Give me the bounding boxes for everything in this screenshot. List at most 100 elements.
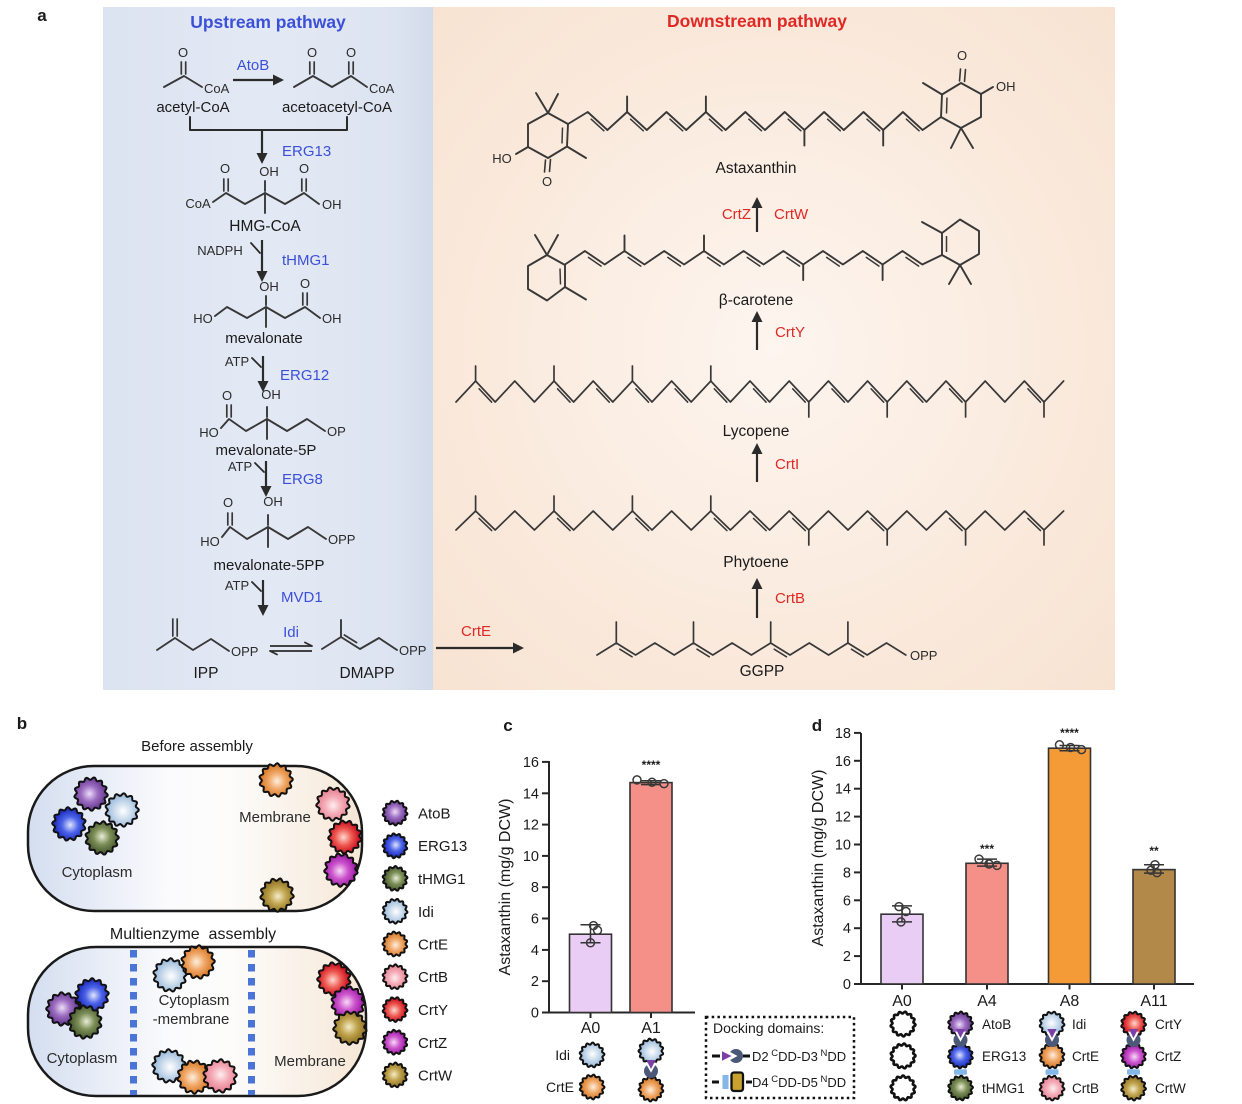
- svg-text:MVD1: MVD1: [281, 589, 323, 606]
- svg-text:CrtZ: CrtZ: [722, 206, 751, 223]
- svg-text:CrtE: CrtE: [546, 1079, 574, 1095]
- svg-text:Cytoplasm: Cytoplasm: [62, 864, 133, 881]
- svg-text:2: 2: [843, 949, 851, 965]
- svg-text:Downstream pathway: Downstream pathway: [667, 11, 847, 31]
- svg-text:O: O: [957, 48, 967, 63]
- svg-text:A4: A4: [977, 993, 997, 1010]
- svg-text:GGPP: GGPP: [740, 663, 785, 680]
- svg-text:CrtW: CrtW: [1155, 1081, 1186, 1096]
- svg-text:CrtZ: CrtZ: [1155, 1049, 1181, 1064]
- svg-text:ERG8: ERG8: [282, 471, 323, 488]
- svg-text:OH: OH: [259, 279, 279, 294]
- svg-text:8: 8: [531, 880, 539, 896]
- svg-text:CrtW: CrtW: [774, 206, 809, 223]
- svg-text:12: 12: [835, 810, 851, 826]
- svg-text:O: O: [299, 161, 309, 176]
- svg-text:AtoB: AtoB: [237, 57, 270, 74]
- svg-text:mevalonate: mevalonate: [225, 330, 303, 347]
- svg-text:OPP: OPP: [231, 644, 258, 659]
- svg-text:A0: A0: [892, 993, 912, 1010]
- svg-text:Multienzyme assembly: Multienzyme assembly: [110, 926, 276, 943]
- svg-text:IPP: IPP: [194, 665, 219, 682]
- svg-text:A0: A0: [581, 1020, 601, 1037]
- svg-text:tHMG1: tHMG1: [982, 1081, 1025, 1096]
- svg-text:Astaxanthin: Astaxanthin: [716, 160, 797, 177]
- svg-text:ATP: ATP: [225, 578, 249, 593]
- svg-text:OH: OH: [263, 494, 283, 509]
- svg-text:OPP: OPP: [399, 643, 426, 658]
- svg-text:Cytoplasm: Cytoplasm: [159, 992, 230, 1009]
- svg-text:ATP: ATP: [228, 459, 252, 474]
- svg-text:acetoacetyl-CoA: acetoacetyl-CoA: [282, 99, 392, 116]
- svg-text:ERG13: ERG13: [282, 143, 331, 160]
- svg-text:Before assembly: Before assembly: [141, 738, 253, 755]
- svg-text:CrtW: CrtW: [418, 1068, 453, 1085]
- svg-text:CoA: CoA: [369, 81, 395, 96]
- svg-text:acetyl-CoA: acetyl-CoA: [156, 99, 229, 116]
- svg-text:A11: A11: [1140, 993, 1167, 1010]
- svg-text:CrtB: CrtB: [775, 590, 805, 607]
- svg-text:14: 14: [523, 786, 539, 802]
- svg-text:Membrane: Membrane: [274, 1053, 346, 1070]
- svg-text:b: b: [17, 714, 27, 733]
- svg-text:16: 16: [523, 755, 539, 771]
- svg-text:O: O: [542, 174, 552, 189]
- svg-text:ATP: ATP: [225, 354, 249, 369]
- svg-text:OPP: OPP: [910, 648, 937, 663]
- svg-text:Phytoene: Phytoene: [723, 554, 789, 571]
- svg-text:4: 4: [531, 943, 539, 959]
- svg-text:CrtE: CrtE: [1072, 1049, 1099, 1064]
- svg-text:ERG13: ERG13: [418, 838, 467, 855]
- svg-text:18: 18: [835, 726, 851, 742]
- svg-text:0: 0: [843, 977, 851, 993]
- svg-text:c: c: [503, 716, 512, 735]
- svg-text:CrtE: CrtE: [461, 623, 491, 640]
- svg-text:Lycopene: Lycopene: [723, 423, 790, 440]
- svg-text:10: 10: [835, 838, 851, 854]
- svg-text:0: 0: [531, 1006, 539, 1022]
- svg-text:6: 6: [843, 893, 851, 909]
- svg-text:2: 2: [531, 974, 539, 990]
- svg-text:CrtB: CrtB: [418, 969, 448, 986]
- svg-text:Idi: Idi: [1072, 1017, 1086, 1032]
- svg-text:D2 CDD-D3 NDD: D2 CDD-D3 NDD: [752, 1048, 846, 1064]
- svg-text:Upstream pathway: Upstream pathway: [190, 12, 346, 32]
- svg-text:***: ***: [980, 842, 994, 856]
- svg-text:Docking domains:: Docking domains:: [713, 1020, 824, 1036]
- svg-text:CrtZ: CrtZ: [418, 1035, 447, 1052]
- svg-text:O: O: [220, 161, 230, 176]
- svg-text:-membrane: -membrane: [153, 1011, 230, 1028]
- svg-text:CrtY: CrtY: [418, 1002, 448, 1019]
- svg-text:mevalonate-5P: mevalonate-5P: [216, 442, 317, 459]
- svg-text:d: d: [812, 716, 822, 735]
- svg-text:OH: OH: [261, 387, 281, 402]
- svg-text:Cytoplasm: Cytoplasm: [47, 1050, 118, 1067]
- svg-text:DMAPP: DMAPP: [339, 665, 394, 682]
- svg-text:OH: OH: [322, 311, 342, 326]
- svg-text:Astaxanthin (mg/g DCW): Astaxanthin (mg/g DCW): [810, 770, 827, 947]
- svg-text:AtoB: AtoB: [418, 806, 451, 823]
- svg-text:OPP: OPP: [328, 532, 355, 547]
- svg-text:8: 8: [843, 865, 851, 881]
- svg-text:CrtB: CrtB: [1072, 1081, 1099, 1096]
- svg-text:****: ****: [642, 758, 661, 772]
- svg-text:Idi: Idi: [555, 1047, 570, 1063]
- svg-text:OH: OH: [322, 197, 342, 212]
- svg-text:CrtY: CrtY: [1155, 1017, 1182, 1032]
- svg-text:****: ****: [1060, 726, 1079, 740]
- svg-text:Idi: Idi: [283, 624, 299, 641]
- svg-text:O: O: [178, 45, 188, 60]
- svg-text:OH: OH: [259, 164, 279, 179]
- svg-text:O: O: [222, 388, 232, 403]
- svg-text:β-carotene: β-carotene: [719, 292, 793, 309]
- svg-text:HO: HO: [200, 534, 220, 549]
- svg-text:16: 16: [835, 754, 851, 770]
- svg-text:CrtE: CrtE: [418, 937, 448, 954]
- svg-text:O: O: [223, 495, 233, 510]
- svg-text:Astaxanthin (mg/g DCW): Astaxanthin (mg/g DCW): [497, 799, 514, 976]
- svg-text:CoA: CoA: [204, 81, 230, 96]
- svg-text:4: 4: [843, 921, 851, 937]
- svg-text:ERG12: ERG12: [280, 367, 329, 384]
- svg-text:12: 12: [523, 818, 539, 834]
- svg-text:CrtY: CrtY: [775, 324, 805, 341]
